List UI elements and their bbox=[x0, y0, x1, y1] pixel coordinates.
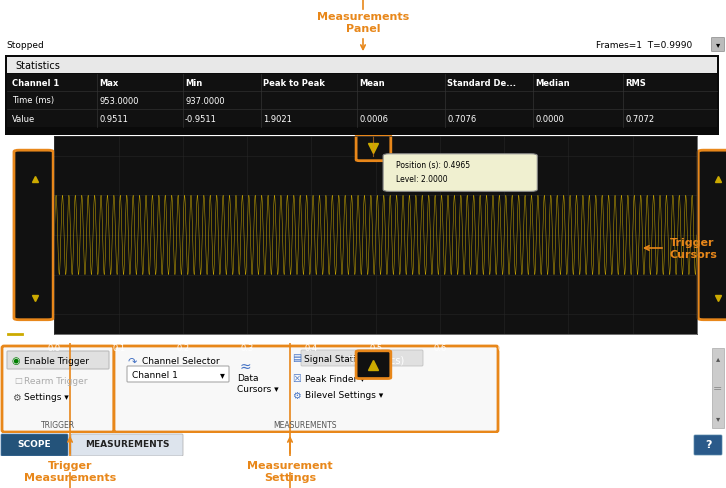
Text: Enable Trigger: Enable Trigger bbox=[24, 356, 89, 365]
FancyBboxPatch shape bbox=[2, 346, 114, 432]
Text: Channel 1: Channel 1 bbox=[25, 330, 71, 339]
Text: Position (s): 0.4965: Position (s): 0.4965 bbox=[396, 161, 470, 170]
Bar bbox=[7, 58, 717, 74]
Text: ↷: ↷ bbox=[128, 356, 137, 366]
Text: ▾: ▾ bbox=[219, 369, 224, 379]
Text: Channel 1: Channel 1 bbox=[12, 80, 60, 88]
FancyBboxPatch shape bbox=[301, 350, 423, 366]
Text: Time (ms): Time (ms) bbox=[12, 96, 54, 105]
Bar bbox=[7, 75, 717, 92]
FancyBboxPatch shape bbox=[694, 435, 722, 455]
Text: 0.0006: 0.0006 bbox=[359, 114, 388, 123]
Text: Peak Finder ▾: Peak Finder ▾ bbox=[305, 374, 364, 383]
Text: ▾: ▾ bbox=[716, 41, 720, 49]
Text: Trigger
Cursors: Trigger Cursors bbox=[670, 238, 718, 259]
Text: Value: Value bbox=[12, 114, 36, 123]
Text: Stopped: Stopped bbox=[6, 41, 44, 49]
Text: ?: ? bbox=[705, 439, 711, 449]
Text: Max: Max bbox=[99, 80, 118, 88]
Text: 0.0000: 0.0000 bbox=[535, 114, 564, 123]
Text: SCOPE: SCOPE bbox=[17, 440, 51, 448]
Text: ⚙: ⚙ bbox=[292, 390, 301, 400]
Text: 953.0000: 953.0000 bbox=[99, 96, 139, 105]
Text: 1|0|4|d: 1|0|4|d bbox=[634, 126, 666, 136]
Text: ☒: ☒ bbox=[292, 373, 301, 383]
Text: TRIGGER: TRIGGER bbox=[41, 421, 75, 429]
Text: ⚙: ⚙ bbox=[12, 392, 21, 402]
Text: 1.9021: 1.9021 bbox=[263, 114, 292, 123]
Text: 0.7072: 0.7072 bbox=[625, 114, 654, 123]
Text: Channel 1: Channel 1 bbox=[132, 370, 178, 379]
Text: Mean: Mean bbox=[359, 80, 385, 88]
Text: ◉: ◉ bbox=[12, 355, 20, 365]
Text: Measurement
Settings: Measurement Settings bbox=[247, 460, 333, 482]
Text: MEASUREMENTS: MEASUREMENTS bbox=[85, 440, 169, 448]
Text: Frames=1  T=0.9990: Frames=1 T=0.9990 bbox=[596, 41, 693, 49]
Text: 937.0000: 937.0000 bbox=[185, 96, 224, 105]
Text: MEASUREMENTS: MEASUREMENTS bbox=[273, 421, 337, 429]
Text: ▤: ▤ bbox=[292, 352, 301, 362]
Text: Channel Selector: Channel Selector bbox=[142, 357, 220, 366]
Text: □: □ bbox=[14, 376, 22, 385]
Text: 0.9511: 0.9511 bbox=[99, 114, 128, 123]
Text: Peak to Peak: Peak to Peak bbox=[263, 80, 325, 88]
Text: Level: 2.0000: Level: 2.0000 bbox=[396, 175, 447, 183]
Text: Signal Statistics ▾: Signal Statistics ▾ bbox=[304, 354, 384, 363]
Text: Settings ▾: Settings ▾ bbox=[24, 393, 69, 402]
FancyBboxPatch shape bbox=[383, 154, 537, 192]
Bar bbox=[7, 111, 717, 128]
FancyBboxPatch shape bbox=[711, 39, 725, 52]
FancyBboxPatch shape bbox=[3, 54, 721, 138]
Text: Statistics: Statistics bbox=[15, 61, 60, 71]
Text: Rearm Trigger: Rearm Trigger bbox=[24, 376, 88, 385]
FancyBboxPatch shape bbox=[7, 351, 109, 369]
FancyBboxPatch shape bbox=[71, 434, 183, 456]
Text: Median: Median bbox=[535, 80, 570, 88]
FancyBboxPatch shape bbox=[698, 151, 726, 320]
Text: Min: Min bbox=[185, 80, 203, 88]
Bar bbox=[7, 93, 717, 110]
FancyBboxPatch shape bbox=[114, 346, 498, 432]
Text: ≈: ≈ bbox=[239, 359, 250, 373]
Text: -0.9511: -0.9511 bbox=[185, 114, 217, 123]
FancyBboxPatch shape bbox=[356, 351, 391, 379]
Text: Data
Cursors ▾: Data Cursors ▾ bbox=[237, 373, 279, 393]
FancyBboxPatch shape bbox=[127, 366, 229, 382]
Text: Trigger
Measurements: Trigger Measurements bbox=[24, 460, 116, 482]
Text: Bilevel Settings ▾: Bilevel Settings ▾ bbox=[305, 391, 383, 400]
Text: Sine Wave: Sine Wave bbox=[350, 122, 401, 133]
FancyBboxPatch shape bbox=[14, 151, 53, 320]
FancyBboxPatch shape bbox=[356, 136, 391, 162]
Text: 0.7076: 0.7076 bbox=[447, 114, 476, 123]
Bar bbox=[712, 348, 724, 428]
X-axis label: Time (secs): Time (secs) bbox=[348, 355, 404, 365]
Text: Measurements
Panel: Measurements Panel bbox=[317, 12, 409, 34]
Text: RMS: RMS bbox=[625, 80, 645, 88]
Text: ▾: ▾ bbox=[716, 414, 720, 423]
Y-axis label: Amplitude: Amplitude bbox=[20, 210, 30, 261]
FancyBboxPatch shape bbox=[1, 434, 68, 456]
Text: =: = bbox=[714, 383, 722, 393]
Text: Standard De...: Standard De... bbox=[447, 80, 516, 88]
Text: ▴: ▴ bbox=[716, 354, 720, 363]
